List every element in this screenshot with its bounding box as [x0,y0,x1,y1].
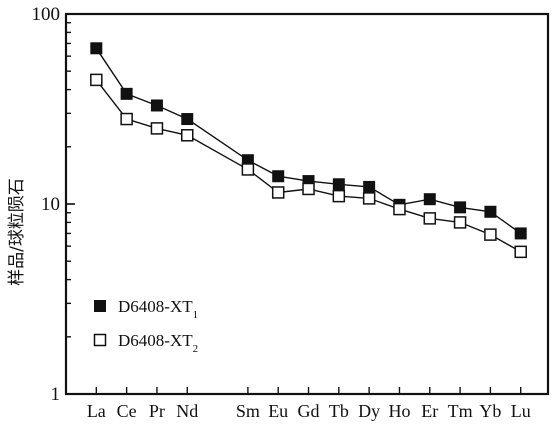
series-1-point [514,227,527,240]
x-tick-label: Pr [149,401,165,421]
x-tick-label: Nd [176,401,198,421]
series-2-point [90,73,103,87]
x-tick-label: Tb [329,401,349,421]
legend-marker-2 [93,333,107,347]
x-tick-label: Ho [388,401,410,421]
series-2-point [181,129,194,142]
series-2-point [423,212,437,225]
y-tick-label: 100 [32,4,61,25]
x-tick-label: Lu [511,401,531,421]
series-2-point [241,163,255,176]
x-tick-label: Yb [479,401,501,421]
y-tick-label: 1 [51,384,61,405]
x-tick-label: Sm [236,401,260,421]
series-1-point [90,42,103,55]
x-tick-label: Gd [298,401,320,421]
legend-label-2: D6408-XT2 [118,331,198,355]
series-2-point [514,245,527,259]
series-1-point [272,170,285,183]
series-2-point [453,216,467,229]
x-tick-label: Er [421,401,438,421]
series-1-point [181,113,194,126]
series-2-point [271,186,285,199]
y-tick-label: 10 [41,194,60,215]
series-1-point [120,87,133,100]
series-2-point [120,112,133,126]
series-2-point [332,189,346,203]
y-axis-label: 样品/球粒陨石 [7,178,27,286]
x-tick-label: La [87,401,106,421]
series-1-point [363,180,376,193]
x-tick-label: Ce [117,401,137,421]
series-2-point [150,122,164,135]
series-1-point [150,99,163,112]
legend-label-1: D6408-XT1 [118,297,198,321]
series-2-point [302,182,315,196]
series-2-point [393,202,406,216]
legend-marker-1 [94,300,106,312]
series-1-point [484,205,497,218]
x-tick-label: Tm [448,401,473,421]
x-tick-label: Dy [358,401,380,421]
plot-area: 1 10 100 La Ce Pr Nd Sm Eu Gd Tb Dy Ho Er Tm Yb Lu D6408-… [32,4,550,421]
series-1-point [423,193,436,206]
series-1-point [454,201,467,214]
x-tick-label: Eu [268,401,288,421]
series-1-point [332,178,345,191]
series-2-point [484,228,497,241]
series-2-point [362,192,376,205]
